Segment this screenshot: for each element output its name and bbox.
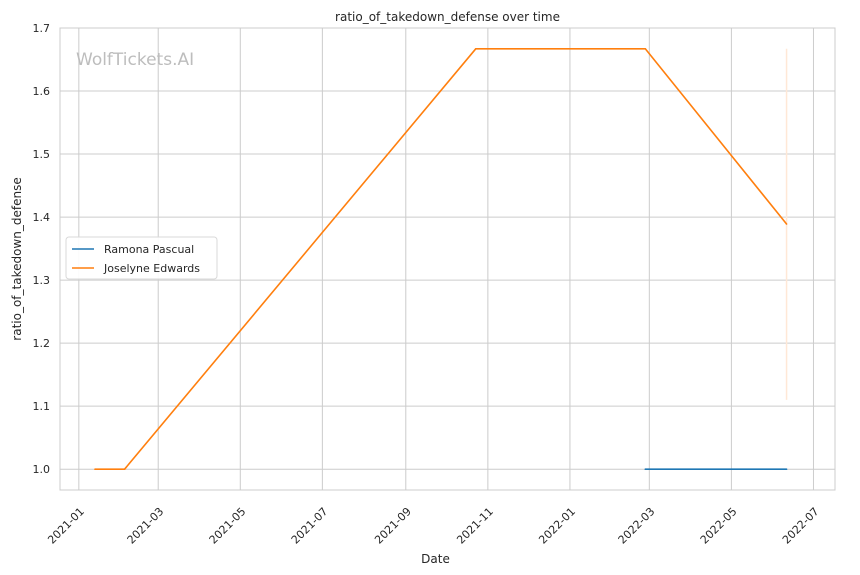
x-axis-title: Date [421, 552, 450, 566]
data-point [94, 468, 96, 471]
legend-label: Joselyne Edwards [103, 262, 200, 275]
legend-label: Ramona Pascual [104, 243, 194, 256]
data-point [474, 47, 477, 50]
data-point [644, 47, 647, 50]
legend-box [65, 236, 218, 280]
chart-title: ratio_of_takedown_defense over time [335, 10, 560, 24]
plot-frame [59, 27, 836, 491]
y-tick-label: 1.5 [33, 148, 51, 161]
y-tick-label: 1.2 [33, 337, 51, 350]
data-point [123, 468, 126, 471]
data-point [644, 468, 647, 471]
y-tick-label: 1.6 [33, 85, 51, 98]
y-tick-label: 1.7 [33, 22, 51, 35]
y-axis-title: ratio_of_takedown_defense [10, 177, 24, 340]
y-tick-label: 1.4 [33, 211, 51, 224]
legend: Ramona Pascual Joselyne Edwards [65, 236, 218, 280]
y-tick-label: 1.3 [33, 274, 51, 287]
series-lines [94, 47, 788, 471]
y-tick-label: 1.0 [33, 463, 51, 476]
y-tick-label: 1.1 [33, 400, 51, 413]
data-point [785, 223, 788, 225]
watermark-text: WolfTickets.AI [76, 50, 194, 70]
data-point [785, 468, 788, 471]
